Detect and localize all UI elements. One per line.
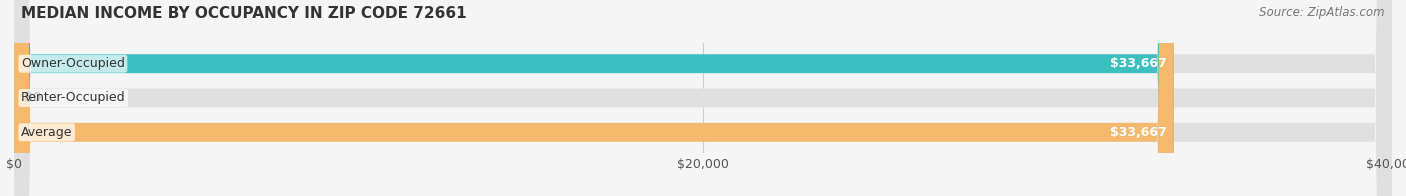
FancyBboxPatch shape [14,0,1392,196]
Text: Source: ZipAtlas.com: Source: ZipAtlas.com [1260,6,1385,19]
Text: $33,667: $33,667 [1111,126,1167,139]
Text: Average: Average [21,126,73,139]
Text: MEDIAN INCOME BY OCCUPANCY IN ZIP CODE 72661: MEDIAN INCOME BY OCCUPANCY IN ZIP CODE 7… [21,6,467,21]
FancyBboxPatch shape [14,0,1392,196]
FancyBboxPatch shape [14,0,1392,196]
Text: Renter-Occupied: Renter-Occupied [21,92,125,104]
Text: Owner-Occupied: Owner-Occupied [21,57,125,70]
Text: $0: $0 [24,92,42,104]
FancyBboxPatch shape [14,0,1174,196]
FancyBboxPatch shape [14,0,1174,196]
Text: $33,667: $33,667 [1111,57,1167,70]
